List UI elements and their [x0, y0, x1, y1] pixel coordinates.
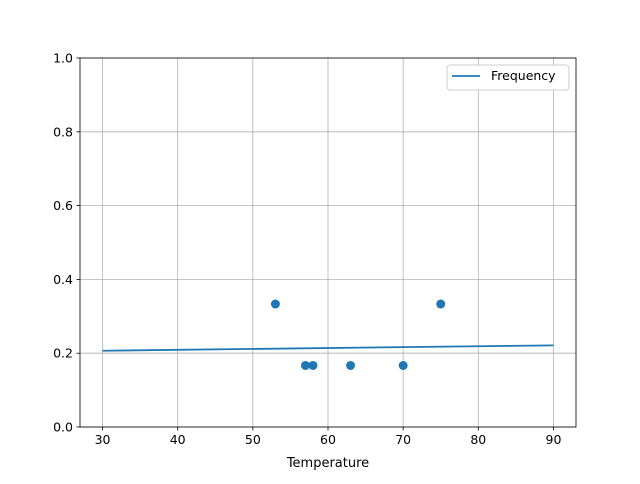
grid	[80, 57, 576, 428]
scatter-point	[300, 360, 310, 370]
scatter-point	[436, 299, 446, 309]
scatter-point	[398, 360, 408, 370]
frequency-line	[102, 344, 554, 352]
ticks: 30 40 50 60 70 80 90 0.0 0.2 0.4 0.6 0.8 1.0	[53, 51, 561, 448]
marks	[102, 299, 554, 370]
scatter-point	[308, 360, 318, 370]
x-tick-label: 50	[245, 432, 261, 447]
x-tick-label: 60	[320, 432, 336, 447]
x-tick-label: 30	[95, 432, 111, 447]
y-tick-label: 0.6	[53, 198, 73, 213]
y-tick-label: 0.0	[53, 420, 73, 435]
legend-label: Frequency	[491, 68, 556, 83]
x-tick-label: 90	[546, 432, 562, 447]
x-tick-label: 40	[170, 432, 186, 447]
legend-box	[446, 64, 570, 91]
x-tick-label: 80	[470, 432, 486, 447]
legend: Frequency	[446, 64, 570, 91]
scatter-point	[270, 299, 280, 309]
y-tick-label: 1.0	[53, 51, 73, 66]
y-tick-label: 0.2	[53, 346, 73, 361]
y-tick-label: 0.4	[53, 272, 73, 287]
y-tick-label: 0.8	[53, 124, 73, 139]
scatter-point	[346, 360, 356, 370]
x-axis-label: Temperature	[286, 456, 369, 471]
x-tick-label: 70	[395, 432, 411, 447]
